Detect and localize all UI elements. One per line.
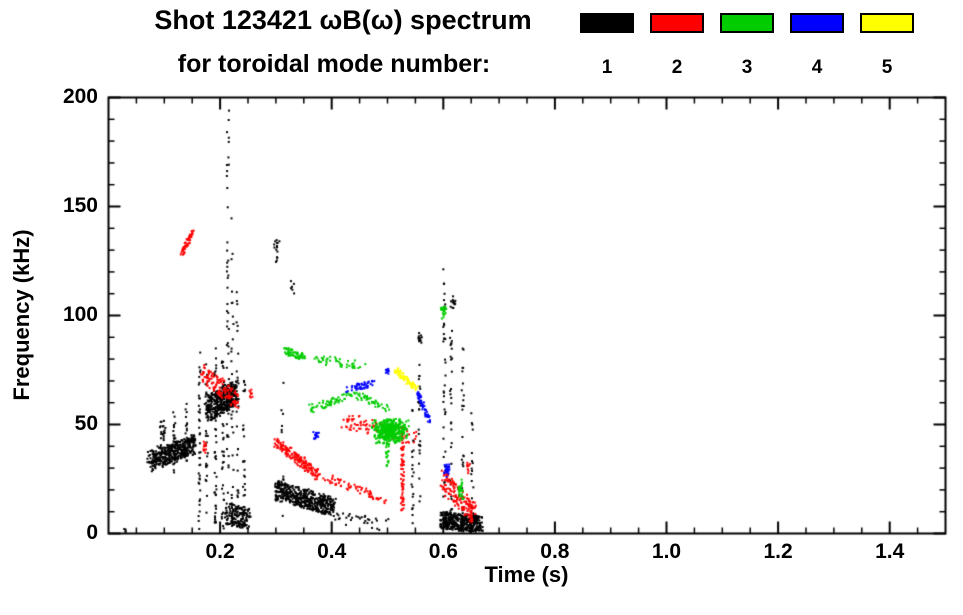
x-tick-label: 0.4 [317,540,347,563]
legend-label: 2 [671,57,683,78]
legend-entry: 3 [712,13,782,79]
y-tick-label: 50 [74,411,98,435]
legend: 1 2 3 4 5 [572,13,922,79]
legend-label: 4 [811,57,823,78]
legend-entry: 4 [782,13,852,79]
legend-swatch [650,13,704,33]
chart-title-line1: Shot 123421 ωB(ω) spectrum [154,5,532,35]
y-tick-label: 200 [62,84,98,108]
x-tick-label: 1.2 [763,540,793,563]
legend-label: 1 [601,57,613,78]
y-tick-label: 0 [86,520,98,544]
y-tick-label: 150 [62,193,98,217]
legend-label: 5 [881,57,893,78]
x-tick-label: 1.0 [651,540,682,563]
x-tick-label: 0.6 [428,540,458,563]
legend-entry: 2 [642,13,712,79]
x-tick-label: 0.8 [540,540,570,563]
legend-entry: 1 [572,13,642,79]
x-tick-label: 1.4 [875,540,905,563]
legend-entry: 5 [852,13,922,79]
y-tick-label: 100 [62,302,98,326]
legend-swatch [860,13,914,33]
legend-label: 3 [741,57,753,78]
legend-swatch [790,13,844,33]
chart-title-line2: for toroidal mode number: [177,50,491,78]
x-axis-label: Time (s) [484,562,569,587]
legend-swatch [720,13,774,33]
x-tick-label: 0.2 [205,540,235,563]
legend-swatch [580,13,634,33]
